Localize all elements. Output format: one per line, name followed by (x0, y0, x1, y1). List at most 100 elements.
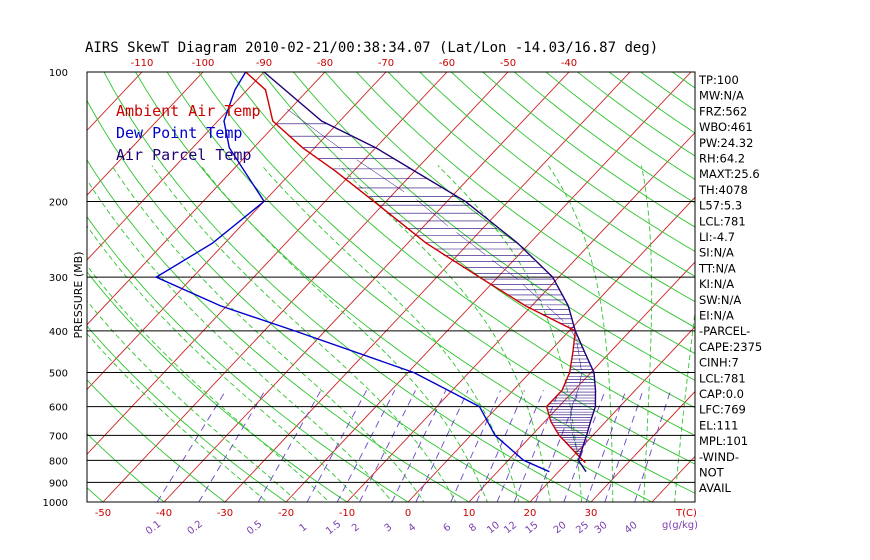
cape-hatch-line (522, 284, 542, 302)
moist-adiabat-line (674, 308, 695, 502)
dry-adiabat-line (87, 325, 287, 502)
pressure-tick-label: 400 (49, 327, 68, 338)
index-item: MW:N/A (699, 89, 744, 103)
index-item: LCL:781 (699, 371, 746, 385)
cape-hatch-line (572, 433, 575, 442)
index-item: TT:N/A (698, 261, 736, 275)
mixing-ratio-tick-label: 15 (524, 520, 541, 537)
isotherm-line (529, 326, 695, 502)
isotherm-line (651, 455, 695, 502)
index-item: CINH:7 (699, 356, 739, 370)
index-item: -PARCEL- (699, 324, 750, 338)
dry-adiabat-line (87, 379, 226, 502)
bottom-temp-tick-label: -30 (217, 508, 233, 519)
dry-adiabat-line (87, 99, 531, 502)
moist-adiabat-line (87, 225, 362, 502)
mixing-ratio-line (415, 390, 469, 502)
mixing-ratio-line (634, 390, 672, 502)
pressure-tick-label: 500 (49, 369, 68, 380)
bottom-temp-tick-label: -20 (278, 508, 294, 519)
mixing-ratio-line (585, 390, 627, 502)
index-item: RH:64.2 (699, 152, 745, 166)
top-temp-tick-label: -90 (256, 58, 272, 69)
mixing-ratio-line (336, 390, 396, 502)
index-item: WBO:461 (699, 120, 753, 134)
mixing-ratio-tick-label: 20 (552, 520, 569, 537)
plot-area (87, 72, 695, 502)
dry-adiabat-line (87, 487, 104, 502)
moist-adiabat-line (547, 165, 614, 502)
isotherm-line (87, 72, 326, 326)
cape-hatch-line (570, 399, 575, 410)
moist-adiabat-line (200, 165, 488, 502)
pressure-tick-label: 700 (49, 431, 68, 442)
top-temp-tick-label: -60 (439, 58, 455, 69)
moist-adiabat-line (87, 179, 393, 502)
cape-hatch-line (574, 443, 578, 451)
index-item: TP:100 (698, 73, 739, 87)
moist-adiabat-line (87, 300, 299, 502)
index-item: LFC:769 (699, 403, 746, 417)
cape-hatch-line (575, 386, 580, 398)
isotherm-line (285, 72, 692, 502)
index-item: KI:N/A (699, 277, 734, 291)
mixing-ratio-tick-label: 0.2 (186, 519, 205, 537)
mixing-ratio-tick-label: 40 (623, 520, 640, 537)
dry-adiabat-line (87, 159, 470, 502)
legend: Ambient Air Temp Dew Point Temp Air Parc… (116, 102, 261, 164)
mixing-ratio-line (156, 390, 227, 502)
isotherm-line (590, 390, 695, 502)
mixing-ratio-line (604, 390, 644, 502)
pressure-tick-label: 600 (49, 403, 68, 414)
index-item: LI:-4.7 (699, 230, 735, 244)
dry-adiabat-line (87, 432, 165, 502)
mixing-ratio-line (306, 390, 367, 502)
mixing-ratio-tick-label: 4 (406, 522, 418, 535)
dry-adiabat-line (356, 72, 695, 328)
index-item: AVAIL (699, 481, 732, 495)
moist-adiabat-line (640, 165, 653, 502)
moist-adiabat-line (437, 165, 583, 502)
bottom-temp-tick-label: 20 (524, 508, 537, 519)
mixing-ratio-line (476, 390, 525, 502)
moist-adiabat-line (151, 165, 457, 502)
index-item: -WIND- (699, 450, 739, 464)
top-temp-tick-label: -50 (500, 58, 516, 69)
mixing-ratio-line (535, 390, 580, 502)
pressure-tick-label: 100 (49, 68, 68, 79)
index-item: MPL:101 (699, 434, 748, 448)
mixing-ratio-tick-label: 8 (467, 522, 479, 535)
cape-hatch-line (576, 342, 580, 356)
dry-adiabat-line (450, 72, 695, 252)
isotherm-line (87, 72, 448, 455)
cape-hatch-line (579, 373, 582, 385)
pressure-tick-label: 900 (49, 478, 68, 489)
mixing-ratio-tick-label: 25 (574, 520, 591, 537)
mixing-ratio-tick-label: 0.5 (245, 519, 264, 537)
moist-adiabat-line (111, 165, 425, 502)
top-temp-tick-label: -70 (378, 58, 394, 69)
bottom-temp-tick-label: -40 (156, 508, 172, 519)
cape-hatch-line (579, 358, 582, 371)
top-temp-tick-label: -100 (192, 58, 215, 69)
mixing-ratio-tick-label: 1 (298, 522, 310, 535)
mixing-ratio-tick-label: 12 (502, 520, 519, 537)
bottom-temp-tick-label: -50 (95, 508, 111, 519)
cape-hatch-line (492, 260, 519, 280)
top-temp-tick-label: -40 (561, 58, 577, 69)
bottom-temp-tick-label: -10 (339, 508, 355, 519)
moist-adiabat-line (87, 332, 268, 502)
dry-adiabat-line (229, 72, 695, 437)
cape-hatch-line (456, 232, 486, 255)
legend-dew-point-temp: Dew Point Temp (116, 124, 242, 142)
pressure-tick-label: 300 (49, 273, 68, 284)
bottom-temp-tick-label: 10 (463, 508, 476, 519)
index-item: NOT (699, 466, 725, 480)
moist-adiabat-line (339, 165, 551, 502)
mixing-ratio-unit-label: g(g/kg) (662, 520, 698, 531)
bottom-temp-tick-label: 0 (405, 508, 411, 519)
mixing-ratio-line (359, 390, 416, 502)
isotherm-line (468, 261, 695, 502)
mixing-ratio-line (257, 390, 322, 502)
